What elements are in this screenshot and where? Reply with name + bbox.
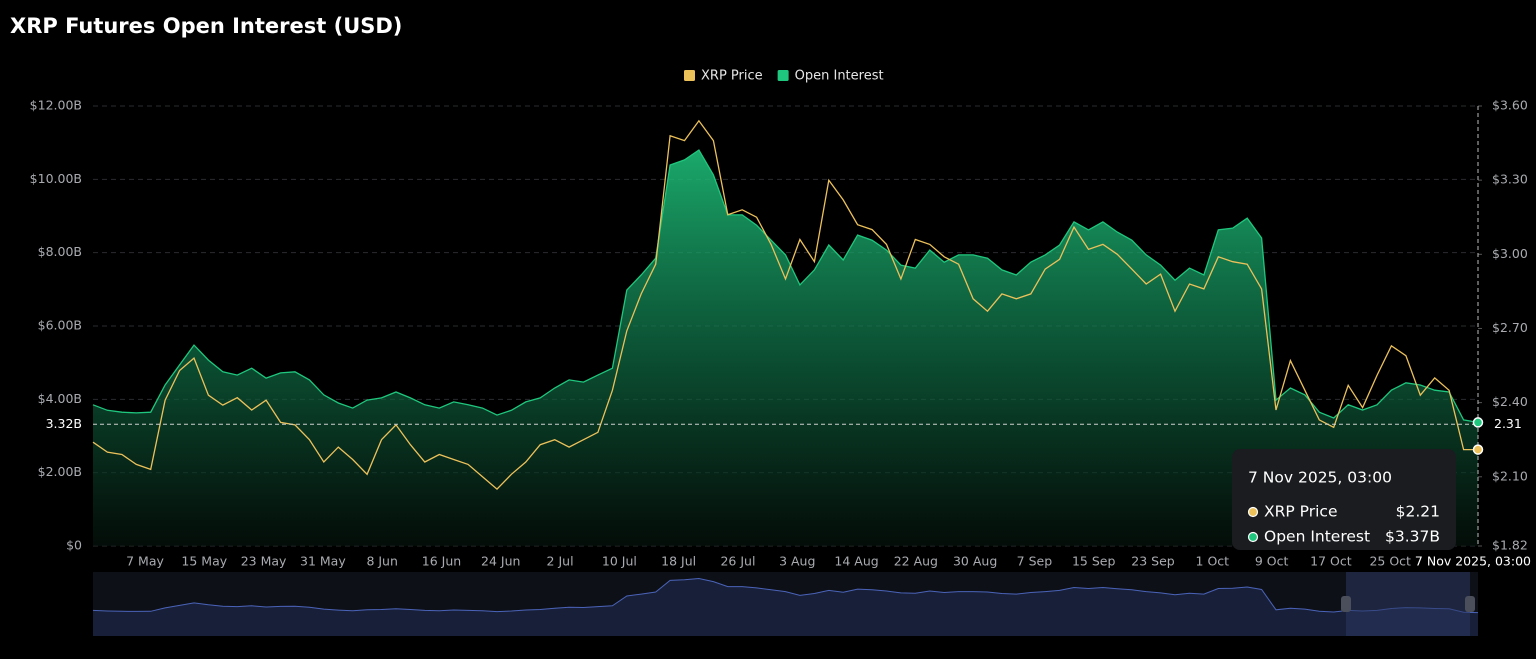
- x-tick-label: 22 Aug: [894, 554, 938, 569]
- x-tick-label: 2 Jul: [547, 554, 574, 569]
- legend: XRP Price Open Interest: [684, 69, 884, 84]
- x-tick-label: 3 Aug: [779, 554, 815, 569]
- x-tick-label: 8 Jun: [366, 554, 397, 569]
- oi-area-fill: [93, 150, 1478, 546]
- legend-label[interactable]: Open Interest: [795, 69, 884, 84]
- chart-title: XRP Futures Open Interest (USD): [10, 14, 402, 38]
- crosshair-y-label-bg: [40, 415, 90, 434]
- x-tick-label: 17 Oct: [1310, 554, 1352, 569]
- x-tick-label: 23 May: [241, 554, 287, 569]
- x-tick-label: 15 May: [181, 554, 227, 569]
- y2-tick-label: $1.82: [1492, 538, 1528, 553]
- x-tick-label: 7 Sep: [1017, 554, 1053, 569]
- tooltip-dot: [1247, 531, 1259, 543]
- y-tick-label: $4.00B: [38, 391, 82, 406]
- y2-tick-label: $3.60: [1492, 98, 1528, 113]
- navigator-handle[interactable]: [1465, 596, 1475, 612]
- oi-hover-dot: [1472, 417, 1484, 428]
- tooltip-name: Open Interest: [1264, 528, 1370, 546]
- y-tick-label: $8.00B: [38, 244, 82, 259]
- navigator-line: [92, 577, 1479, 614]
- y-tick-label: $2.00B: [38, 464, 82, 479]
- x-tick-label: 1 Oct: [1196, 554, 1230, 569]
- x-tick-label: 14 Aug: [834, 554, 878, 569]
- tooltip-name: XRP Price: [1264, 503, 1337, 521]
- navigator-window[interactable]: [1346, 572, 1470, 636]
- crosshair-y-label: 3.32B: [46, 416, 82, 431]
- y2-tick-label: $2.40: [1492, 394, 1528, 409]
- price-line: [92, 119, 1478, 490]
- x-tick-label: 23 Sep: [1131, 554, 1175, 569]
- tooltip-title: 7 Nov 2025, 03:00: [1248, 469, 1392, 487]
- y2-tick-label: $2.70: [1492, 320, 1528, 335]
- x-tick-label: 24 Jun: [481, 554, 520, 569]
- y-tick-label: $6.00B: [38, 318, 82, 333]
- legend-swatch: [684, 70, 695, 81]
- tooltip-value: $3.37B: [1385, 528, 1440, 546]
- y2-tick-label: $3.00: [1492, 246, 1528, 261]
- x-tick-label: 31 May: [300, 554, 346, 569]
- navigator: [92, 572, 1479, 636]
- crosshair-x-label-bg: [1422, 553, 1534, 571]
- tooltip-value: $2.21: [1396, 503, 1440, 521]
- price-hover-dot: [1472, 444, 1484, 455]
- crosshair-x-label: 7 Nov 2025, 03:00: [1415, 554, 1531, 569]
- navigator-handle[interactable]: [1341, 596, 1351, 612]
- legend-label[interactable]: XRP Price: [701, 69, 763, 84]
- y-tick-label: $12.00B: [30, 98, 82, 113]
- plot: [92, 119, 1479, 546]
- x-tick-label: 15 Sep: [1072, 554, 1116, 569]
- x-tick-label: 25 Oct: [1369, 554, 1411, 569]
- x-tick-label: 30 Aug: [953, 554, 997, 569]
- y-tick-label: $10.00B: [30, 171, 82, 186]
- y-tick-label: $0: [66, 538, 82, 553]
- tooltip-dot: [1247, 506, 1259, 518]
- y2-tick-label: $3.30: [1492, 172, 1528, 187]
- navigator-area: [93, 578, 1478, 636]
- x-tick-label: 7 May: [126, 554, 164, 569]
- x-tick-label: 18 Jul: [661, 554, 696, 569]
- y2-tick-label: $2.10: [1492, 468, 1528, 483]
- x-tick-label: 16 Jun: [422, 554, 461, 569]
- x-tick-label: 9 Oct: [1255, 554, 1289, 569]
- crosshair-y2-label: 2.31: [1494, 416, 1522, 431]
- overlay: 3.32B 2.31 7 Nov 2025, 03:00 7 Nov 2025, 03…: [40, 106, 1534, 571]
- x-tick-label: 10 Jul: [602, 554, 637, 569]
- oi-line: [92, 149, 1479, 424]
- x-tick-label: 26 Jul: [720, 554, 755, 569]
- legend-swatch: [777, 70, 789, 81]
- tooltip-box: [1232, 449, 1456, 550]
- crosshair-y2-label-bg: [1486, 415, 1526, 434]
